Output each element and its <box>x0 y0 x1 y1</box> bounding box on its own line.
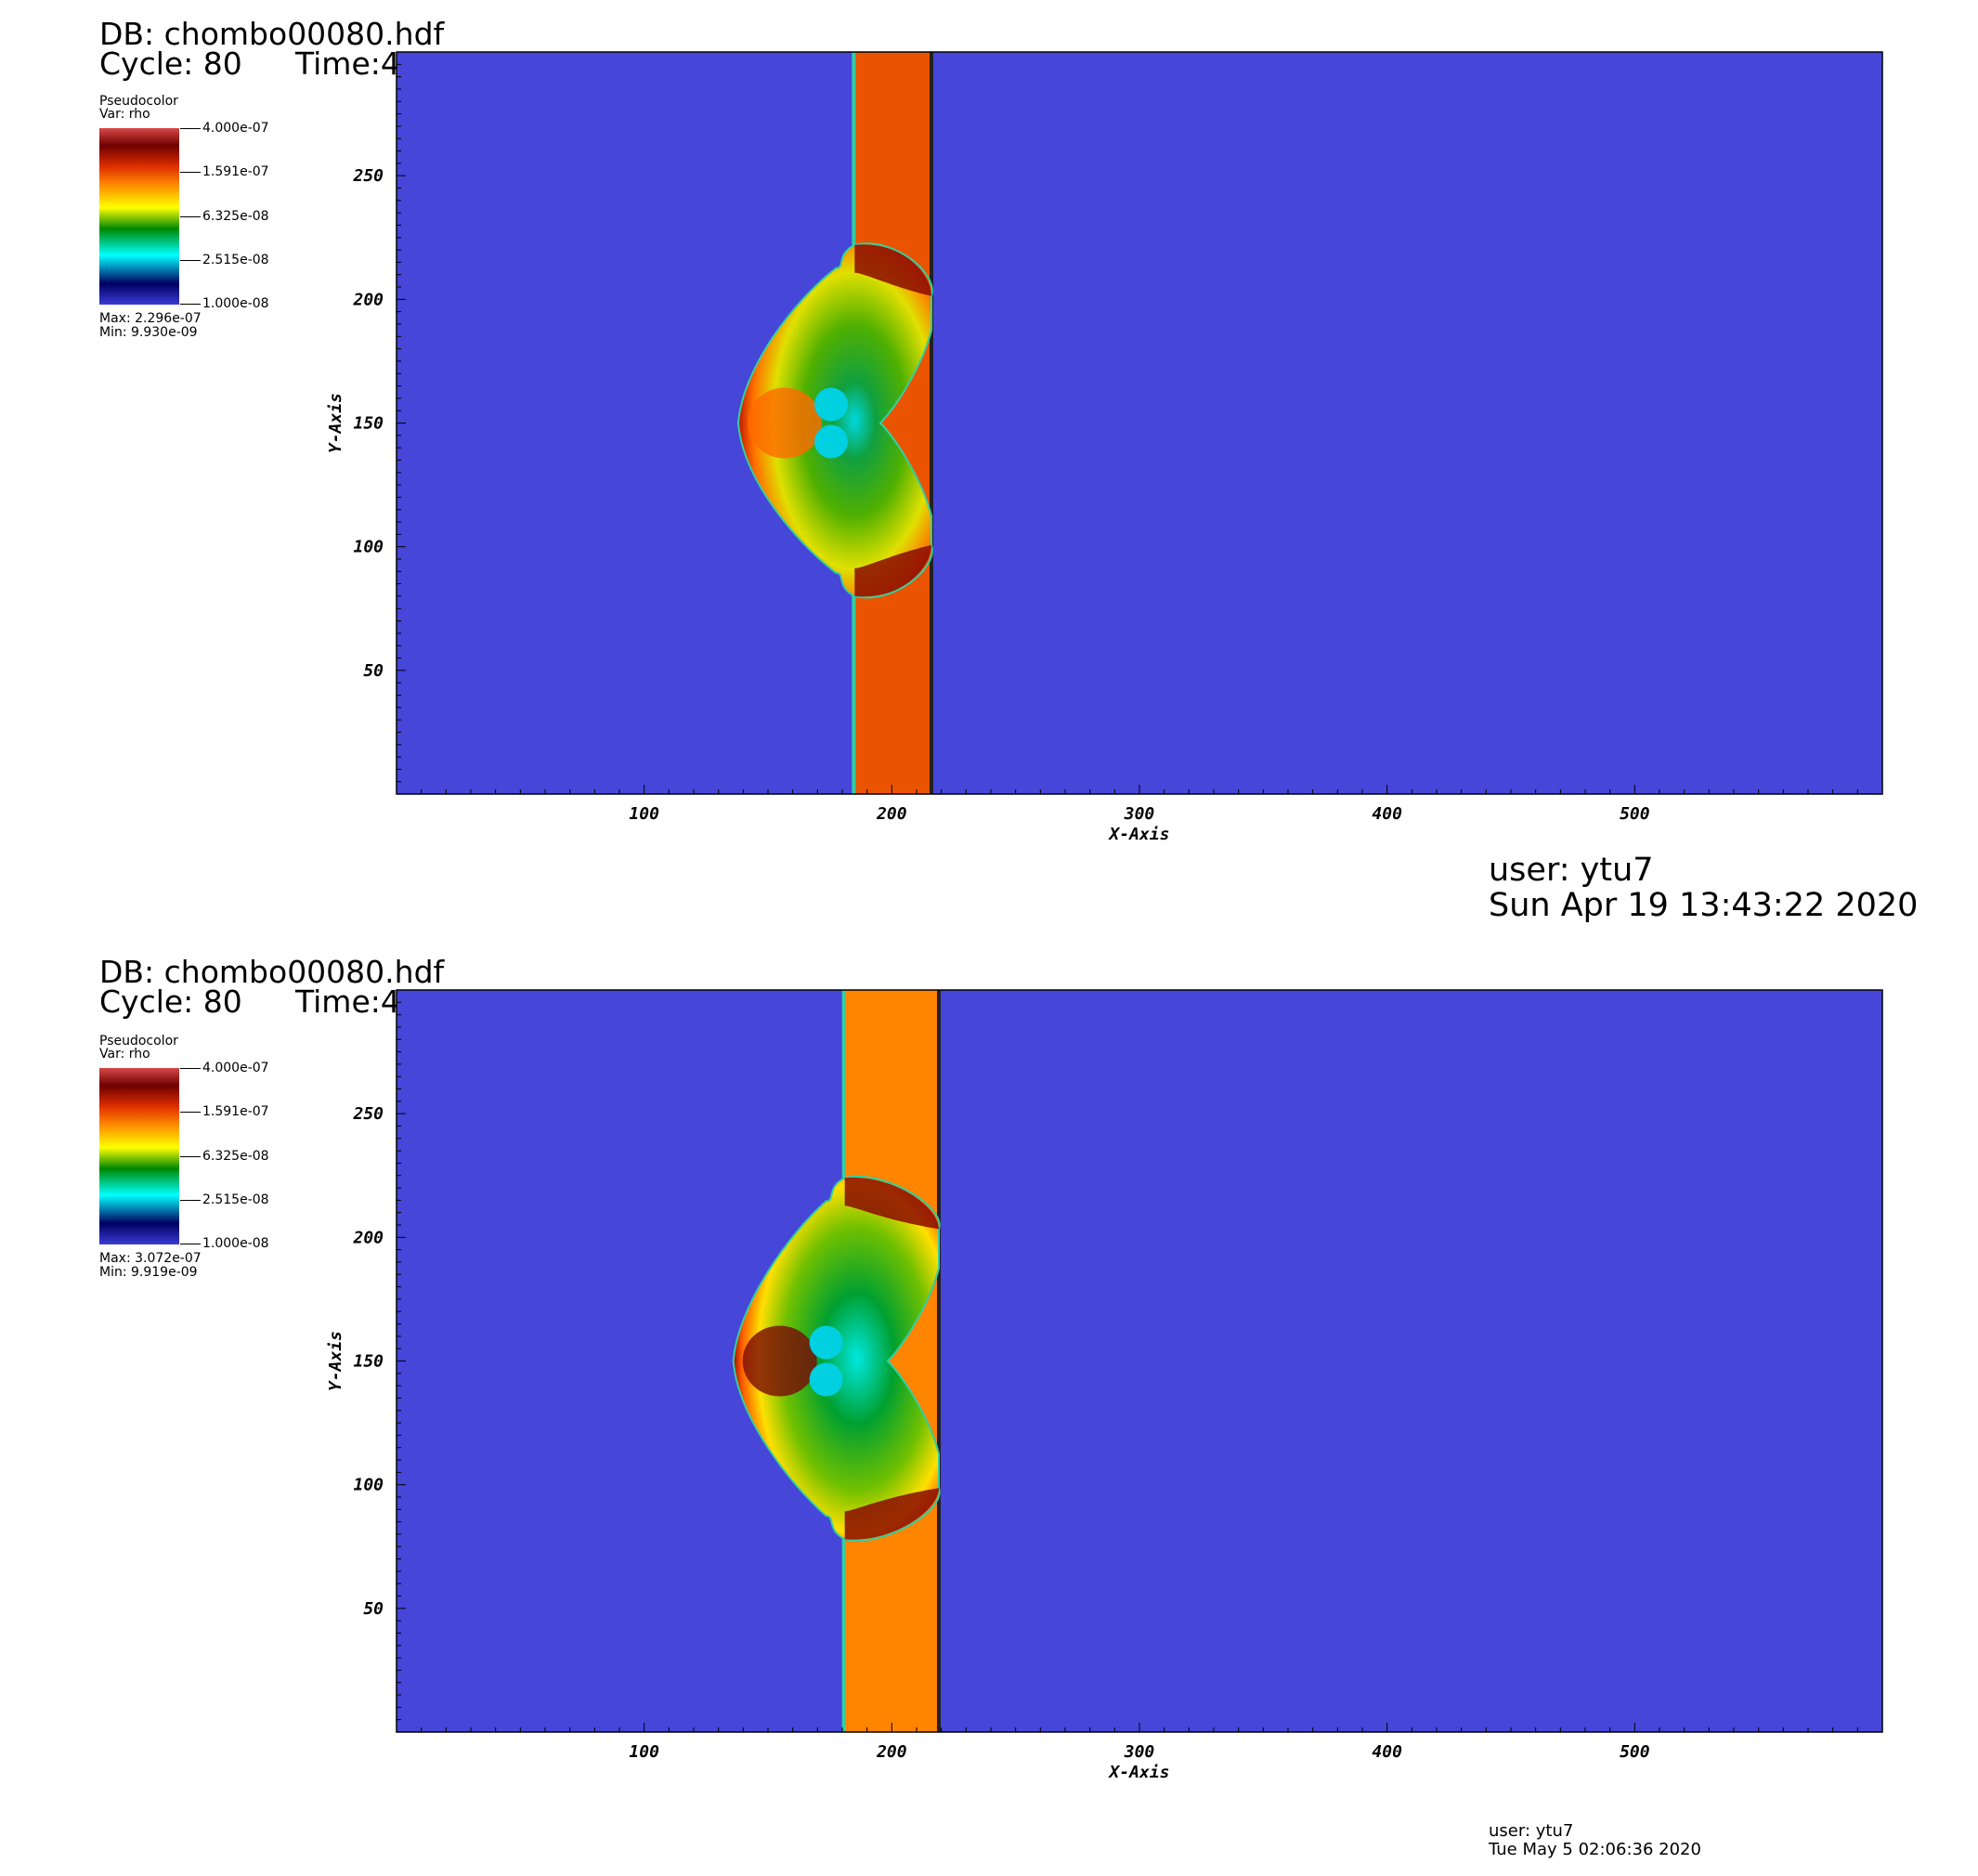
date-label: Tue May 5 02:06:36 2020 <box>1489 1840 1701 1859</box>
legend-min: Min: 9.919e-09 <box>99 1265 198 1280</box>
y-tick-label: 200 <box>352 290 384 309</box>
pseudocolor-plot: 100 200 300 400 500 250 200 150 100 50 X-Axis Y-Axi… <box>326 989 1883 1782</box>
dense-lobe-top <box>854 244 931 296</box>
shocked-cloud <box>732 1175 941 1542</box>
y-axis-title: Y-Axis <box>326 393 345 453</box>
y-tick-label: 50 <box>363 1599 384 1619</box>
colorbar-label: 4.000e-07 <box>202 121 269 136</box>
legend-max: Max: 3.072e-07 <box>99 1251 202 1266</box>
x-tick-label: 100 <box>629 1742 659 1762</box>
x-tick-label: 200 <box>876 1742 907 1762</box>
x-axis-title: X-Axis <box>1107 825 1169 844</box>
low-density-vortex <box>814 424 848 459</box>
low-density-vortex <box>809 1325 843 1360</box>
x-tick-label: 500 <box>1620 804 1650 824</box>
colorbar-label: 2.515e-08 <box>202 1192 269 1207</box>
colorbar-tick <box>180 1200 201 1201</box>
plot-panel-2: DB: chombo00080.hdf Cycle: 80 Time:4e-06… <box>0 938 1978 1876</box>
dense-core <box>742 1325 817 1397</box>
y-tick-label: 100 <box>353 538 384 557</box>
colorbar <box>99 1068 179 1244</box>
plot-panel-1: DB: chombo00080.hdf Cycle: 80 Time:4e-06… <box>99 16 1919 924</box>
colorbar-tick <box>180 1112 201 1113</box>
x-tick-label: 100 <box>629 804 659 824</box>
x-tick-label: 500 <box>1620 1742 1650 1762</box>
colorbar-tick <box>180 1068 201 1069</box>
cycle-label: Cycle: 80 <box>99 984 242 1020</box>
x-tick-label: 400 <box>1372 1742 1402 1762</box>
colorbar-label: 2.515e-08 <box>202 253 269 267</box>
x-tick-label: 400 <box>1372 804 1402 824</box>
legend-max: Max: 2.296e-07 <box>99 311 202 326</box>
dense-core <box>748 387 822 459</box>
colorbar-label: 4.000e-07 <box>202 1061 269 1075</box>
colorbar-label: 6.325e-08 <box>202 1149 269 1164</box>
x-tick-label: 200 <box>876 804 907 824</box>
colorbar-label: 1.000e-08 <box>202 296 269 311</box>
db-label: DB: chombo00080.hdf <box>99 16 445 52</box>
x-tick-label: 300 <box>1124 804 1155 824</box>
y-tick-label: 100 <box>353 1476 384 1495</box>
y-tick-label: 150 <box>353 1352 384 1372</box>
colorbar-label: 1.591e-07 <box>202 164 269 179</box>
plot-background <box>397 990 1882 1732</box>
x-tick-label: 300 <box>1124 1742 1155 1762</box>
user-label: user: ytu7 <box>1489 852 1654 889</box>
colorbar-tick <box>180 304 201 305</box>
y-tick-label: 200 <box>352 1228 384 1247</box>
colorbar-tick <box>180 260 201 261</box>
low-density-vortex <box>809 1362 843 1397</box>
plot-background <box>397 52 1882 794</box>
colorbar-tick <box>180 172 201 173</box>
cycle-label: Cycle: 80 <box>99 46 242 82</box>
legend-plot-type: Pseudocolor <box>99 1034 178 1049</box>
colorbar-tick <box>180 128 201 129</box>
colorbar-label: 1.000e-08 <box>202 1236 269 1251</box>
y-axis-title: Y-Axis <box>326 1331 345 1391</box>
pseudocolor-plot: 100 200 300 400 500 250 200 150 100 50 X-Axis Y-Axi… <box>326 51 1883 844</box>
colorbar-tick <box>180 1156 201 1157</box>
colorbar-label: 1.591e-07 <box>202 1104 269 1119</box>
dense-lobe-top <box>844 1177 939 1230</box>
x-axis-title: X-Axis <box>1107 1763 1169 1782</box>
y-tick-label: 250 <box>352 1104 384 1124</box>
user-label: user: ytu7 <box>1489 1821 1574 1841</box>
y-tick-label: 150 <box>353 414 384 434</box>
dense-lobe-bottom <box>854 544 931 597</box>
band-edge-right <box>937 990 941 1732</box>
band-edge-right <box>930 52 933 794</box>
low-density-vortex <box>814 387 848 422</box>
legend-min: Min: 9.930e-09 <box>99 325 198 340</box>
legend-plot-type: Pseudocolor <box>99 94 178 109</box>
dense-lobe-bottom <box>844 1488 939 1540</box>
legend-var: Var: rho <box>99 1047 150 1062</box>
date-label: Sun Apr 19 13:43:22 2020 <box>1489 887 1919 924</box>
colorbar-tick <box>180 216 201 217</box>
colorbar <box>99 128 179 305</box>
y-tick-label: 50 <box>363 661 384 681</box>
y-tick-label: 250 <box>352 166 384 186</box>
legend-var: Var: rho <box>99 107 150 122</box>
colorbar-label: 6.325e-08 <box>202 209 269 224</box>
db-label: DB: chombo00080.hdf <box>99 954 445 990</box>
